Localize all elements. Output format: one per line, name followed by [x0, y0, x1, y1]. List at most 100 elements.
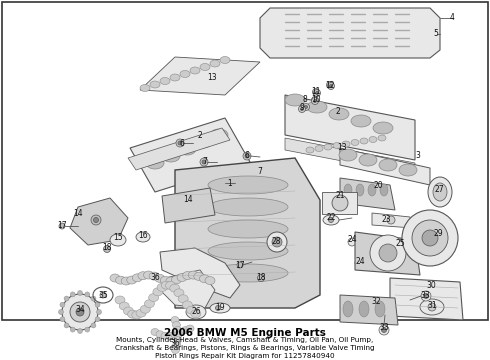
Ellipse shape	[382, 328, 387, 333]
Ellipse shape	[70, 327, 75, 332]
Text: 6: 6	[245, 152, 249, 161]
Ellipse shape	[170, 284, 180, 292]
Ellipse shape	[145, 300, 154, 308]
Ellipse shape	[85, 327, 90, 332]
Ellipse shape	[172, 321, 180, 328]
Ellipse shape	[315, 90, 318, 94]
Text: 29: 29	[433, 229, 443, 238]
Ellipse shape	[208, 220, 288, 238]
Ellipse shape	[314, 99, 317, 103]
Text: 16: 16	[138, 230, 148, 239]
Polygon shape	[340, 295, 398, 325]
Text: 20: 20	[373, 180, 383, 189]
Ellipse shape	[327, 82, 335, 90]
Ellipse shape	[329, 85, 333, 87]
Ellipse shape	[153, 288, 163, 296]
Text: 28: 28	[271, 237, 281, 246]
Text: 9: 9	[299, 104, 304, 112]
Ellipse shape	[300, 108, 303, 111]
Ellipse shape	[186, 325, 194, 332]
Ellipse shape	[315, 145, 323, 152]
Text: 13: 13	[337, 143, 347, 152]
Polygon shape	[175, 158, 320, 308]
Ellipse shape	[76, 308, 84, 316]
Ellipse shape	[355, 258, 365, 268]
Ellipse shape	[267, 232, 287, 252]
Ellipse shape	[329, 108, 349, 120]
Ellipse shape	[258, 274, 265, 282]
Ellipse shape	[202, 160, 206, 164]
Ellipse shape	[70, 302, 90, 322]
Text: 24: 24	[347, 235, 357, 244]
Ellipse shape	[199, 275, 209, 283]
Polygon shape	[340, 148, 430, 185]
Ellipse shape	[351, 139, 359, 145]
Ellipse shape	[188, 271, 198, 279]
Ellipse shape	[91, 323, 96, 328]
Ellipse shape	[348, 238, 356, 246]
Ellipse shape	[150, 81, 160, 88]
Ellipse shape	[316, 91, 318, 94]
Text: 32: 32	[371, 297, 381, 306]
Ellipse shape	[399, 164, 417, 176]
Ellipse shape	[307, 101, 327, 113]
Ellipse shape	[305, 105, 309, 108]
Polygon shape	[285, 95, 415, 160]
Ellipse shape	[177, 274, 187, 282]
Text: 7: 7	[202, 158, 207, 166]
Ellipse shape	[190, 67, 200, 74]
Ellipse shape	[97, 310, 101, 315]
Ellipse shape	[156, 331, 164, 338]
Ellipse shape	[174, 332, 182, 338]
Bar	[322, 192, 357, 214]
Ellipse shape	[285, 94, 305, 106]
Ellipse shape	[423, 293, 428, 298]
Ellipse shape	[187, 306, 196, 314]
Ellipse shape	[182, 301, 193, 309]
Ellipse shape	[210, 303, 230, 313]
Ellipse shape	[148, 293, 159, 302]
Polygon shape	[260, 8, 440, 58]
Ellipse shape	[100, 292, 106, 298]
Ellipse shape	[160, 276, 171, 284]
Ellipse shape	[208, 242, 288, 260]
Text: 7: 7	[258, 167, 263, 176]
Ellipse shape	[216, 306, 220, 310]
Ellipse shape	[132, 274, 143, 282]
Ellipse shape	[359, 154, 377, 166]
Ellipse shape	[191, 310, 201, 318]
Ellipse shape	[342, 141, 350, 147]
Ellipse shape	[172, 276, 181, 284]
Text: 4: 4	[449, 13, 454, 22]
Ellipse shape	[200, 63, 210, 71]
Text: 1: 1	[228, 179, 232, 188]
Ellipse shape	[166, 282, 175, 289]
Ellipse shape	[136, 232, 150, 242]
Ellipse shape	[94, 217, 98, 222]
Ellipse shape	[420, 299, 444, 315]
Ellipse shape	[172, 346, 179, 354]
Text: 13: 13	[207, 72, 217, 81]
Ellipse shape	[200, 158, 208, 166]
Polygon shape	[162, 188, 215, 223]
Polygon shape	[372, 213, 413, 228]
Ellipse shape	[245, 154, 249, 158]
Ellipse shape	[360, 138, 368, 144]
Ellipse shape	[304, 105, 308, 108]
Ellipse shape	[428, 303, 436, 311]
Text: 17: 17	[235, 261, 245, 270]
Text: 23: 23	[381, 215, 391, 224]
Text: 24: 24	[355, 257, 365, 266]
Ellipse shape	[173, 342, 181, 348]
Ellipse shape	[176, 329, 184, 336]
Text: 5: 5	[434, 30, 439, 39]
Ellipse shape	[298, 105, 305, 112]
Ellipse shape	[138, 272, 148, 280]
Ellipse shape	[186, 305, 206, 319]
Ellipse shape	[157, 283, 167, 292]
Ellipse shape	[161, 281, 172, 289]
Ellipse shape	[132, 311, 142, 319]
Ellipse shape	[64, 323, 69, 328]
Text: 27: 27	[434, 185, 444, 194]
Ellipse shape	[210, 129, 228, 141]
